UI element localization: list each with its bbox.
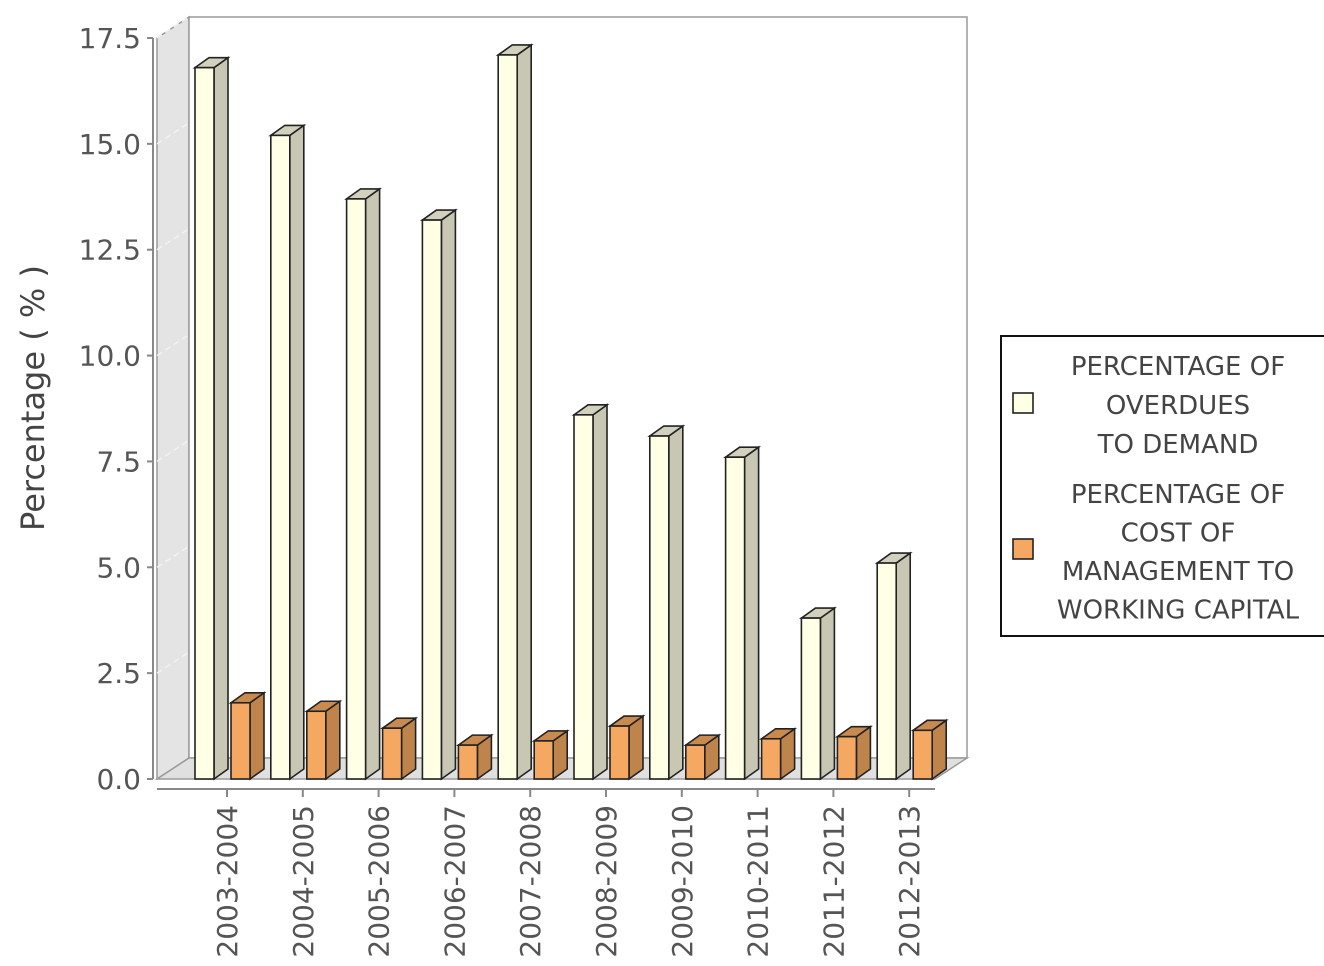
y-tick-label: 7.5 [96, 445, 141, 478]
x-axis: 2003-2004 2004-2005 2005-2006 2006-2007 2007… [157, 788, 935, 958]
bar-side [895, 551, 912, 781]
bar-side [592, 403, 608, 781]
bar-cost-2003-2004 [228, 691, 267, 781]
x-tick-label: 2003-2004 [211, 805, 244, 958]
legend-label: WORKING CAPITAL [1057, 596, 1300, 626]
legend-swatch-cost [1012, 538, 1034, 560]
bar-cost-2006-2007 [455, 733, 494, 781]
bar-cost-2012-2013 [910, 718, 949, 781]
gridline [156, 16, 190, 39]
bar-front [230, 701, 251, 780]
legend: PERCENTAGE OF OVERDUES TO DEMAND PERCENTAGE… [1000, 335, 1324, 637]
x-tick-label: 2009-2010 [666, 805, 699, 958]
bars [192, 43, 949, 781]
bar-side [743, 445, 760, 781]
y-axis-title: Percentage ( % ) [14, 265, 52, 531]
x-tick-label: 2005-2006 [363, 805, 396, 958]
y-axis: 0.0 2.5 5.0 7.5 10.0 12.5 15.0 17.5 [79, 22, 154, 796]
bar-cost-2004-2005 [304, 699, 343, 781]
gridline [156, 439, 190, 463]
y-tick-label: 15.0 [79, 128, 141, 161]
bar-side [819, 606, 836, 781]
bar-overdues-2009-2010 [647, 424, 686, 781]
x-tick-label: 2006-2007 [438, 805, 471, 958]
bar-front [684, 744, 706, 780]
bar-front [269, 134, 291, 780]
gridline [156, 651, 190, 674]
bar-overdues-2012-2013 [874, 551, 913, 781]
y-tick-label: 0.0 [96, 763, 141, 796]
bar-front [912, 729, 934, 780]
bar-overdues-2007-2008 [495, 43, 534, 781]
bar-front [609, 725, 630, 780]
x-tick-label: 2004-2005 [287, 805, 320, 958]
bar-front [497, 54, 519, 780]
bar-front [457, 744, 479, 780]
bar-side [364, 187, 381, 781]
bar-overdues-2011-2012 [798, 606, 837, 781]
bar-overdues-2004-2005 [268, 123, 307, 781]
bar-overdues-2010-2011 [723, 445, 762, 781]
gridline [156, 122, 190, 145]
legend-label: OVERDUES [1106, 391, 1250, 421]
legend-label: PERCENTAGE OF [1071, 480, 1285, 510]
bar-cost-2008-2009 [607, 714, 646, 781]
bar-overdues-2005-2006 [344, 187, 383, 781]
gridline [156, 545, 190, 568]
legend-box [1000, 335, 1324, 637]
bar-front [836, 735, 858, 780]
bar-front [421, 219, 443, 780]
bar-front [345, 198, 367, 780]
bar-front [305, 710, 327, 780]
gridline [156, 333, 190, 357]
bar-front [573, 414, 594, 780]
bar-cost-2010-2011 [759, 727, 798, 781]
bar-side [213, 56, 229, 781]
legend-label: TO DEMAND [1097, 430, 1259, 460]
bar-overdues-2008-2009 [571, 403, 610, 781]
bar-cost-2011-2012 [834, 725, 873, 781]
bar-cost-2005-2006 [380, 716, 419, 781]
bar-side [249, 691, 265, 781]
bar-cost-2007-2008 [531, 729, 570, 781]
bar-front [533, 740, 555, 780]
legend-label: COST OF [1121, 519, 1236, 549]
x-tick-label: 2008-2009 [590, 805, 623, 958]
bar-front [760, 737, 782, 780]
legend-label: PERCENTAGE OF [1071, 352, 1285, 382]
left-wall [156, 15, 190, 781]
gridline [156, 228, 190, 251]
bar-front [876, 562, 898, 780]
bar-side [440, 208, 457, 781]
bar-overdues-2006-2007 [419, 208, 458, 781]
x-tick-label: 2010-2011 [742, 805, 775, 958]
x-tick-label: 2012-2013 [893, 805, 926, 958]
y-tick-label: 12.5 [79, 234, 141, 267]
y-tick-label: 17.5 [79, 22, 141, 55]
y-tick-label: 2.5 [96, 657, 141, 690]
bar-side [516, 43, 533, 781]
x-tick-label: 2011-2012 [817, 805, 850, 958]
legend-swatch-overdues [1012, 392, 1034, 414]
bar-front [648, 435, 670, 780]
y-tick-label: 5.0 [96, 551, 141, 584]
bar-front [194, 66, 215, 780]
bar-front [381, 727, 403, 780]
bar-side [324, 699, 341, 781]
legend-label: MANAGEMENT TO [1062, 557, 1294, 587]
x-tick-label: 2007-2008 [514, 805, 547, 958]
bar-side [667, 424, 684, 781]
bar-side [288, 123, 305, 781]
bar-front [800, 617, 822, 780]
bar-cost-2009-2010 [683, 733, 722, 781]
bar-overdues-2003-2004 [192, 56, 231, 781]
y-tick-label: 10.0 [79, 340, 141, 373]
bar-front [724, 456, 746, 780]
